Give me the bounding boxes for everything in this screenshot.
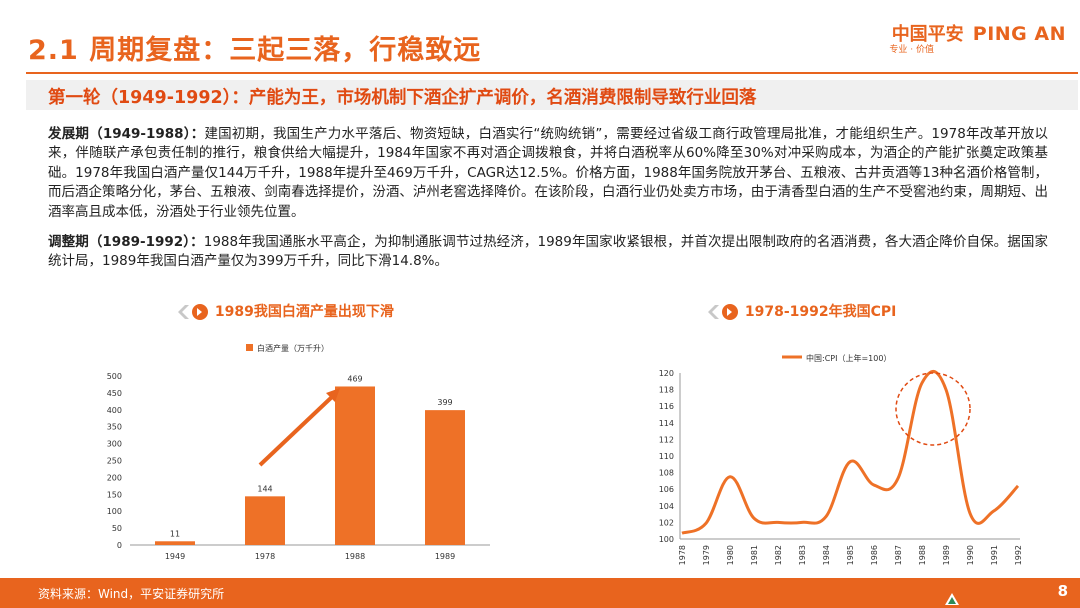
bar-1978 bbox=[245, 496, 285, 545]
line-x-tick-label: 1991 bbox=[990, 545, 999, 565]
logo-tagline: 专业 · 价值 bbox=[889, 45, 934, 55]
left-chart-title: 1989我国白酒产量出现下滑 bbox=[214, 304, 394, 320]
line-x-tick-label: 1981 bbox=[750, 545, 759, 565]
line-x-tick-label: 1983 bbox=[798, 545, 807, 565]
line-x-tick-label: 1978 bbox=[678, 545, 687, 565]
footer-triangle-icon bbox=[945, 593, 959, 605]
line-x-tick-label: 1992 bbox=[1014, 545, 1023, 565]
paragraph-adjustment-lead: 调整期（1989-1992）： bbox=[48, 234, 204, 250]
line-y-tick-label: 104 bbox=[659, 502, 674, 511]
line-y-tick-label: 120 bbox=[659, 369, 674, 378]
bar-x-tick-label: 1949 bbox=[165, 552, 185, 561]
section-subtitle: 第一轮（1949-1992）：产能为王，市场机制下酒企扩产调价，名酒消费限制导致… bbox=[48, 88, 757, 108]
line-x-tick-label: 1988 bbox=[918, 545, 927, 565]
bar-y-tick-label: 250 bbox=[107, 457, 122, 466]
right-chart-heading: 1978-1992年我国CPI bbox=[706, 301, 896, 321]
bar-value-label: 144 bbox=[257, 484, 272, 493]
subtitle-band bbox=[26, 80, 1078, 110]
bar-legend-swatch bbox=[246, 344, 253, 351]
bar-y-tick-label: 300 bbox=[107, 440, 122, 449]
line-x-tick-label: 1984 bbox=[822, 545, 831, 565]
line-x-tick-label: 1979 bbox=[702, 545, 711, 565]
line-y-tick-label: 108 bbox=[659, 469, 674, 478]
bar-1989 bbox=[425, 410, 465, 545]
bar-value-label: 399 bbox=[437, 398, 452, 407]
bar-trend-arrow bbox=[258, 393, 336, 467]
page-title: 2.1 周期复盘：三起三落，行稳致远 bbox=[28, 35, 482, 66]
line-y-tick-label: 110 bbox=[659, 452, 674, 461]
chevron-icon bbox=[178, 304, 208, 320]
right-chart-title: 1978-1992年我国CPI bbox=[744, 304, 897, 320]
paragraph-development-lead: 发展期（1949-1988）： bbox=[48, 126, 205, 142]
line-x-tick-label: 1986 bbox=[870, 545, 879, 565]
line-x-tick-label: 1989 bbox=[942, 545, 951, 565]
bar-1949 bbox=[155, 541, 195, 545]
line-chart: 中国:CPI（上年=100） 100 102 104 106 108 110 112 114 1… bbox=[659, 353, 1023, 565]
line-y-tick-label: 118 bbox=[659, 386, 674, 395]
title-divider bbox=[26, 72, 1078, 74]
line-y-tick-label: 112 bbox=[659, 435, 674, 444]
line-y-tick-label: 102 bbox=[659, 518, 674, 527]
bar-y-tick-label: 500 bbox=[107, 372, 122, 381]
line-y-tick-label: 100 bbox=[659, 535, 674, 544]
page-number: 8 bbox=[1057, 582, 1068, 600]
bar-x-tick-label: 1989 bbox=[435, 552, 455, 561]
line-y-tick-label: 114 bbox=[659, 419, 674, 428]
brand-logo: 中国平安 PING AN 专业 · 价值 bbox=[889, 20, 1066, 55]
paragraph-adjustment-body: 1988年我国通胀水平高企，为抑制通胀调节过热经济，1989年国家收紧银根，并首… bbox=[48, 234, 1048, 270]
bar-x-tick-label: 1988 bbox=[345, 552, 365, 561]
bar-y-tick-label: 450 bbox=[107, 389, 122, 398]
line-x-tick-label: 1987 bbox=[894, 545, 903, 565]
footer-source: 资料来源：Wind，平安证券研究所 bbox=[38, 587, 225, 601]
paragraph-development-body: 建国初期，我国生产力水平落后、物资短缺，白酒实行“统购统销”，需要经过省级工商行… bbox=[48, 126, 1049, 220]
bar-value-label: 469 bbox=[347, 374, 362, 383]
logo-en: PING AN bbox=[972, 23, 1066, 45]
line-y-tick-label: 106 bbox=[659, 485, 674, 494]
bar-y-tick-label: 50 bbox=[112, 524, 122, 533]
bar-trend-arrowhead bbox=[326, 388, 340, 402]
bar-legend-label: 白酒产量（万千升） bbox=[257, 343, 329, 353]
line-legend-label: 中国:CPI（上年=100） bbox=[806, 353, 891, 363]
bar-value-label: 11 bbox=[170, 529, 180, 538]
bar-y-tick-label: 100 bbox=[107, 507, 122, 516]
paragraph-development: 发展期（1949-1988）：建国初期，我国生产力水平落后、物资短缺，白酒实行“… bbox=[48, 125, 1048, 222]
footer-bar bbox=[0, 578, 1080, 608]
line-x-tick-label: 1980 bbox=[726, 545, 735, 565]
logo-cn: 中国平安 bbox=[891, 24, 964, 45]
line-x-tick-label: 1990 bbox=[966, 545, 975, 565]
cpi-series-line bbox=[681, 370, 1020, 535]
bar-x-tick-label: 1978 bbox=[255, 552, 275, 561]
bar-y-tick-label: 400 bbox=[107, 406, 122, 415]
line-y-tick-label: 116 bbox=[659, 402, 674, 411]
bar-chart: 白酒产量（万千升） 0 50 100 150 200 250 300 350 400 450 500… bbox=[107, 343, 490, 561]
bar-y-tick-label: 200 bbox=[107, 473, 122, 482]
paragraph-adjustment: 调整期（1989-1992）：1988年我国通胀水平高企，为抑制通胀调节过热经济… bbox=[48, 233, 1048, 272]
bar-y-tick-label: 350 bbox=[107, 423, 122, 432]
left-chart-heading: 1989我国白酒产量出现下滑 bbox=[176, 301, 394, 321]
bar-1988 bbox=[335, 386, 375, 545]
line-x-tick-label: 1985 bbox=[846, 545, 855, 565]
peak-highlight-circle bbox=[895, 372, 971, 446]
bar-y-tick-label: 150 bbox=[107, 490, 122, 499]
chevron-icon bbox=[708, 304, 738, 320]
line-x-tick-label: 1982 bbox=[774, 545, 783, 565]
bar-y-tick-label: 0 bbox=[117, 541, 122, 550]
